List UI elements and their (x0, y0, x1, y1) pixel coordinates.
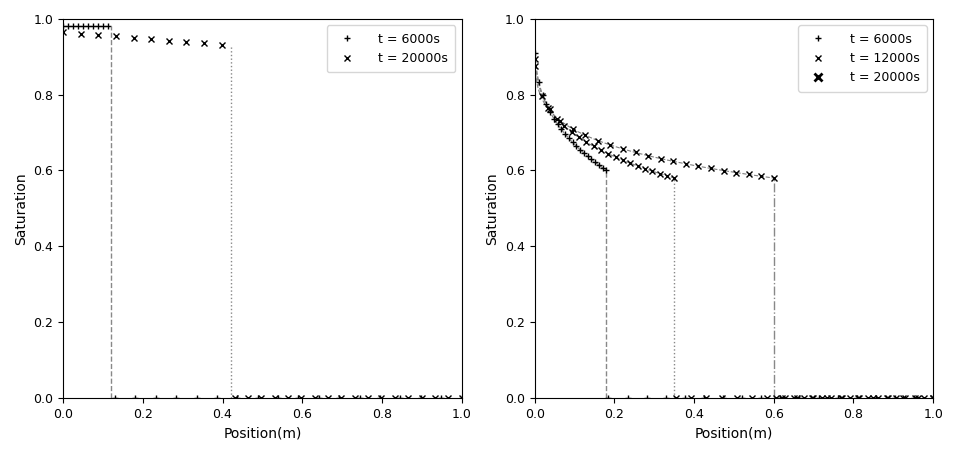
X-axis label: Position(m): Position(m) (695, 426, 773, 440)
Y-axis label: Saturation: Saturation (485, 172, 500, 245)
Legend: t = 6000s, t = 20000s: t = 6000s, t = 20000s (326, 25, 456, 72)
Y-axis label: Saturation: Saturation (14, 172, 28, 245)
X-axis label: Position(m): Position(m) (223, 426, 301, 440)
Legend: t = 6000s, t = 12000s, t = 20000s: t = 6000s, t = 12000s, t = 20000s (798, 25, 927, 92)
